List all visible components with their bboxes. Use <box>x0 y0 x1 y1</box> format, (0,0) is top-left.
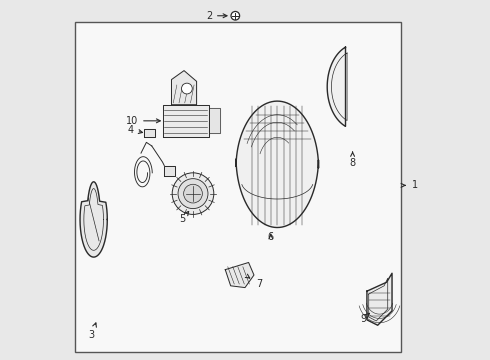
Circle shape <box>181 83 192 94</box>
Circle shape <box>172 173 214 215</box>
Polygon shape <box>225 262 254 288</box>
Polygon shape <box>367 273 392 325</box>
Polygon shape <box>172 71 196 105</box>
Circle shape <box>231 12 240 20</box>
Polygon shape <box>236 101 318 228</box>
Text: 2: 2 <box>206 11 227 21</box>
Text: 1: 1 <box>401 180 418 190</box>
Text: 9: 9 <box>360 313 369 324</box>
Polygon shape <box>327 47 345 126</box>
Polygon shape <box>164 166 175 176</box>
Text: 7: 7 <box>245 274 262 289</box>
Text: 4: 4 <box>128 125 143 135</box>
Text: 10: 10 <box>126 116 160 126</box>
Text: 6: 6 <box>268 232 274 242</box>
Polygon shape <box>163 105 209 137</box>
Polygon shape <box>80 182 107 257</box>
Polygon shape <box>144 129 155 137</box>
Polygon shape <box>209 108 220 134</box>
Circle shape <box>178 179 208 208</box>
Circle shape <box>184 184 202 203</box>
Text: 8: 8 <box>349 152 356 168</box>
Text: 3: 3 <box>89 323 97 340</box>
Text: 5: 5 <box>179 211 189 224</box>
